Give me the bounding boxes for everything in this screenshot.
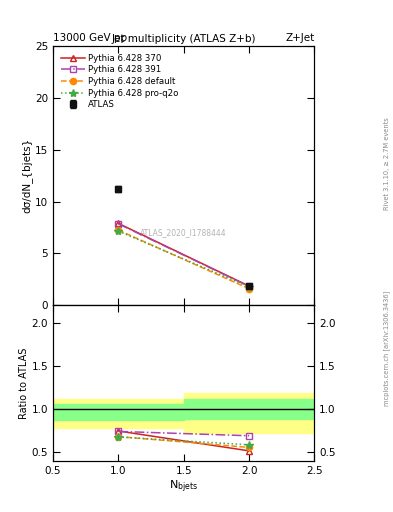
Pythia 6.428 391 [247, 283, 252, 289]
Y-axis label: dσ/dN_{bjets}: dσ/dN_{bjets} [21, 138, 32, 214]
Y-axis label: Ratio to ATLAS: Ratio to ATLAS [19, 347, 29, 419]
Pythia 6.428 default [116, 227, 121, 233]
Line: Pythia 6.428 391: Pythia 6.428 391 [115, 221, 253, 290]
X-axis label: N$_\mathregular{bjets}$: N$_\mathregular{bjets}$ [169, 478, 198, 495]
Pythia 6.428 pro-q2o [116, 228, 121, 234]
Line: Pythia 6.428 370: Pythia 6.428 370 [115, 220, 253, 290]
Pythia 6.428 pro-q2o [247, 284, 252, 290]
Legend: Pythia 6.428 370, Pythia 6.428 391, Pythia 6.428 default, Pythia 6.428 pro-q2o, : Pythia 6.428 370, Pythia 6.428 391, Pyth… [57, 50, 182, 113]
Text: Z+Jet: Z+Jet [285, 33, 314, 44]
Pythia 6.428 370 [247, 283, 252, 289]
Pythia 6.428 default [247, 286, 252, 292]
Title: Jet multiplicity (ATLAS Z+b): Jet multiplicity (ATLAS Z+b) [112, 34, 256, 44]
Pythia 6.428 370 [116, 220, 121, 226]
Line: Pythia 6.428 pro-q2o: Pythia 6.428 pro-q2o [114, 227, 253, 291]
Text: ATLAS_2020_I1788444: ATLAS_2020_I1788444 [140, 228, 227, 237]
Pythia 6.428 391 [116, 221, 121, 227]
Text: 13000 GeV pp: 13000 GeV pp [53, 33, 127, 44]
Text: Rivet 3.1.10, ≥ 2.7M events: Rivet 3.1.10, ≥ 2.7M events [384, 117, 390, 210]
Line: Pythia 6.428 default: Pythia 6.428 default [115, 227, 252, 292]
Text: mcplots.cern.ch [arXiv:1306.3436]: mcplots.cern.ch [arXiv:1306.3436] [384, 290, 391, 406]
